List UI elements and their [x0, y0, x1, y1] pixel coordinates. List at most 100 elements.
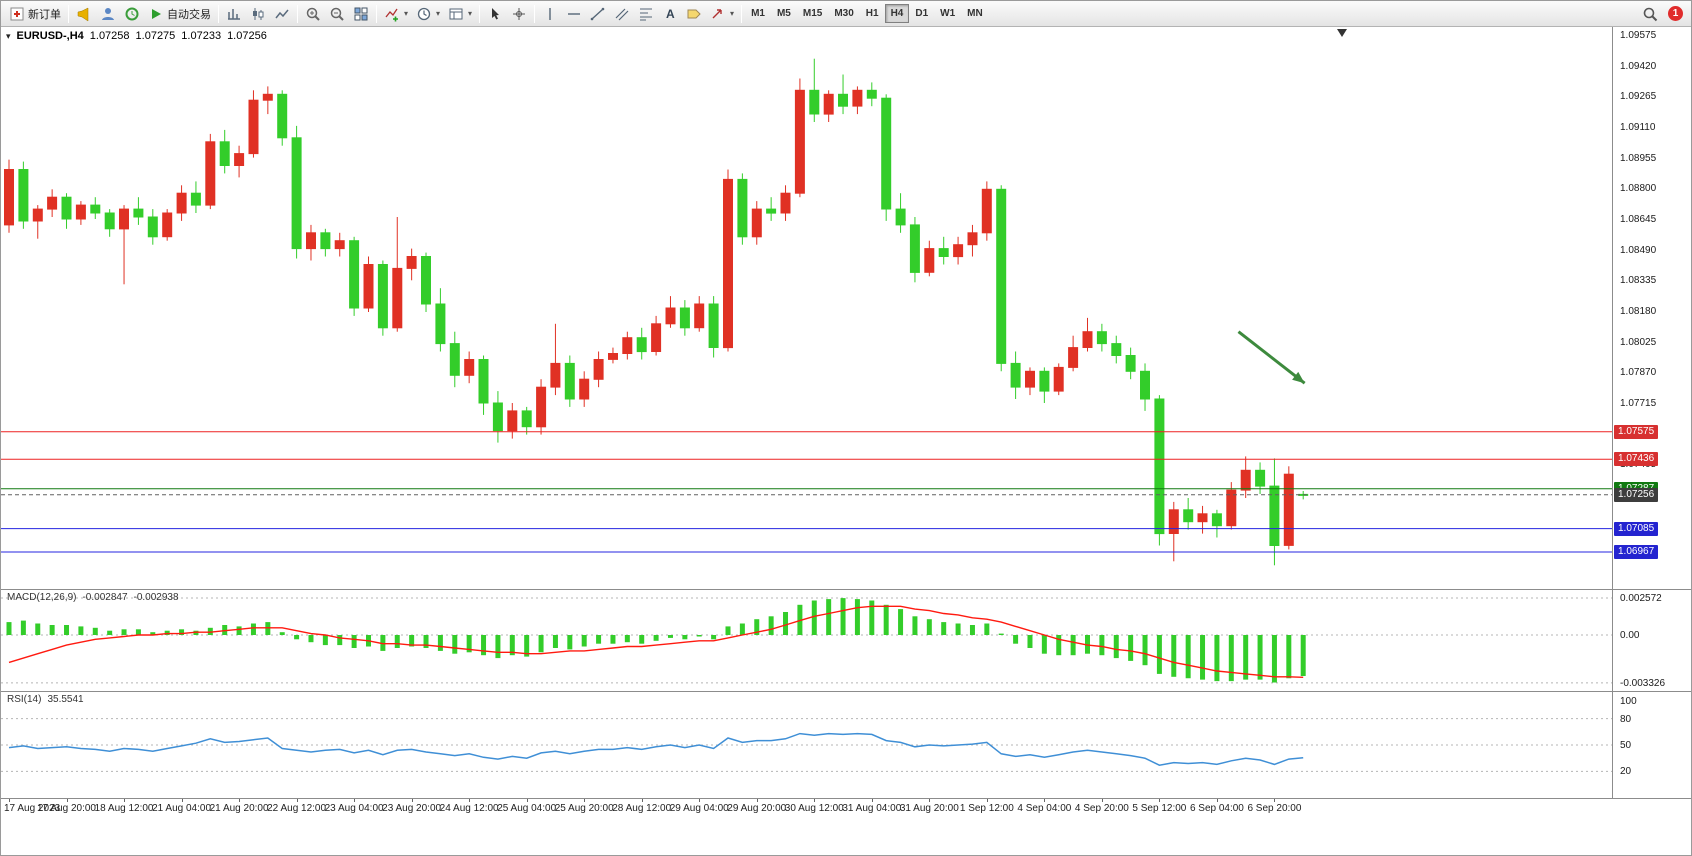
macd-tick-label: 0.00	[1620, 630, 1640, 642]
fibonacci-button[interactable]	[634, 3, 658, 24]
search-button[interactable]	[1638, 3, 1662, 24]
price-level-badge: 1.07256	[1614, 487, 1659, 502]
time-label: 30 Aug 12:00	[784, 803, 844, 814]
timeframe-m1[interactable]: M1	[745, 4, 771, 23]
chevron-down-icon[interactable]: ▾	[6, 30, 11, 41]
auto-trading-button[interactable]: 自动交易	[144, 3, 215, 24]
zoom-in-icon	[305, 6, 321, 22]
time-label: 5 Sep 12:00	[1132, 803, 1187, 814]
autotrade-icon	[148, 6, 164, 22]
crosshair-icon	[511, 6, 527, 22]
trendline-button[interactable]	[586, 3, 610, 24]
timeframe-w1[interactable]: W1	[934, 4, 961, 23]
svg-text:A: A	[666, 7, 675, 21]
candlestick-icon	[250, 6, 266, 22]
open-value: 1.07258	[89, 30, 130, 42]
time-tick	[584, 799, 586, 802]
macd-scale[interactable]: 0.002572 0.00 -0.003326	[1612, 589, 1691, 691]
symbol-period: EURUSD-,H4	[16, 30, 84, 42]
macd-tick-label: 0.002572	[1620, 593, 1662, 605]
time-label: 17 Aug 2023	[4, 803, 61, 814]
timeframe-mn[interactable]: MN	[961, 4, 989, 23]
time-tick	[181, 799, 183, 802]
price-level-badge: 1.07436	[1614, 452, 1659, 467]
time-tick	[1101, 799, 1103, 802]
tile-windows-button[interactable]	[349, 3, 373, 24]
time-tick	[699, 799, 701, 802]
time-label: 22 Aug 12:00	[267, 803, 327, 814]
templates-button[interactable]: ▾	[444, 3, 476, 24]
timeframe-m5[interactable]: M5	[771, 4, 797, 23]
timeframe-h4[interactable]: H4	[884, 4, 910, 23]
crosshair-button[interactable]	[507, 3, 531, 24]
rsi-canvas[interactable]	[1, 692, 1612, 798]
alerts-button[interactable]	[72, 3, 96, 24]
horizontal-line-button[interactable]	[562, 3, 586, 24]
price-scale[interactable]: 1.09575 1.09420 1.09265 1.09110 1.08955 1.088…	[1612, 27, 1691, 589]
main-chart-panel[interactable]: ▾ EURUSD-,H4 1.07258 1.07275 1.07233 1.0…	[1, 27, 1612, 589]
cursor-button[interactable]	[483, 3, 507, 24]
profile-icon	[100, 6, 116, 22]
rsi-scale[interactable]: 100 80 50 20	[1612, 691, 1691, 798]
candlestick-canvas[interactable]	[1, 27, 1612, 589]
timeframe-m15[interactable]: M15	[797, 4, 828, 23]
equidistant-channel-button[interactable]	[610, 3, 634, 24]
arrows-button[interactable]: ▾	[706, 3, 738, 24]
time-label: 28 Aug 12:00	[612, 803, 672, 814]
line-chart-mode-button[interactable]	[270, 3, 294, 24]
dropdown-caret-icon: ▾	[436, 9, 441, 18]
dropdown-caret-icon: ▾	[404, 9, 409, 18]
candlestick-mode-button[interactable]	[246, 3, 270, 24]
time-label: 6 Sep 20:00	[1247, 803, 1302, 814]
notification-badge[interactable]: 1	[1668, 6, 1683, 21]
timeframe-h1[interactable]: H1	[860, 4, 885, 23]
rsi-panel[interactable]: RSI(14) 35.5541	[1, 691, 1612, 798]
text-button[interactable]: A	[658, 3, 682, 24]
rsi-tick-label: 20	[1620, 766, 1632, 778]
community-button[interactable]	[96, 3, 120, 24]
time-tick	[411, 799, 413, 802]
toolbar-separator	[376, 4, 377, 23]
time-label: 31 Aug 20:00	[899, 803, 959, 814]
new-order-label: 新订单	[28, 8, 61, 21]
price-tick-label: 1.09110	[1620, 121, 1656, 133]
search-icon	[1642, 6, 1658, 22]
periods-button[interactable]: ▾	[412, 3, 444, 24]
channel-icon	[614, 6, 630, 22]
trendline-icon	[590, 6, 606, 22]
time-tick	[1044, 799, 1046, 802]
time-label: 23 Aug 20:00	[382, 803, 442, 814]
time-label: 4 Sep 04:00	[1017, 803, 1072, 814]
vline-icon	[542, 6, 558, 22]
history-center-button[interactable]	[120, 3, 144, 24]
text-label-button[interactable]	[682, 3, 706, 24]
time-tick	[124, 799, 126, 802]
price-tick-label: 1.07715	[1620, 397, 1657, 409]
timeframe-d1[interactable]: D1	[909, 4, 934, 23]
macd-canvas[interactable]	[1, 590, 1612, 691]
time-axis[interactable]: 17 Aug 2023 17 Aug 20:00 18 Aug 12:00 21 Au…	[1, 798, 1691, 816]
fibo-icon	[638, 6, 654, 22]
indicators-button[interactable]: ▾	[380, 3, 412, 24]
hline-icon	[566, 6, 582, 22]
vertical-line-button[interactable]	[538, 3, 562, 24]
zoom-in-button[interactable]	[301, 3, 325, 24]
cursor-icon	[487, 6, 503, 22]
new-order-button[interactable]: 新订单	[5, 3, 65, 24]
time-label: 21 Aug 04:00	[152, 803, 212, 814]
time-label: 17 Aug 20:00	[37, 803, 96, 814]
price-tick-label: 1.07870	[1620, 367, 1657, 379]
macd-label: MACD(12,26,9)	[7, 592, 77, 603]
line-chart-icon	[274, 6, 290, 22]
timeframe-m30[interactable]: M30	[828, 4, 859, 23]
bar-chart-mode-button[interactable]	[222, 3, 246, 24]
trend-arrow-annotation	[1237, 330, 1306, 385]
time-tick	[66, 799, 68, 802]
time-label: 24 Aug 12:00	[439, 803, 499, 814]
macd-signal-value: -0.002938	[133, 592, 179, 603]
chart-title: ▾ EURUSD-,H4 1.07258 1.07275 1.07233 1.0…	[6, 30, 267, 42]
macd-panel[interactable]: MACD(12,26,9) -0.002847 -0.002938	[1, 589, 1612, 691]
price-tick-label: 1.08025	[1620, 336, 1657, 348]
zoom-out-button[interactable]	[325, 3, 349, 24]
